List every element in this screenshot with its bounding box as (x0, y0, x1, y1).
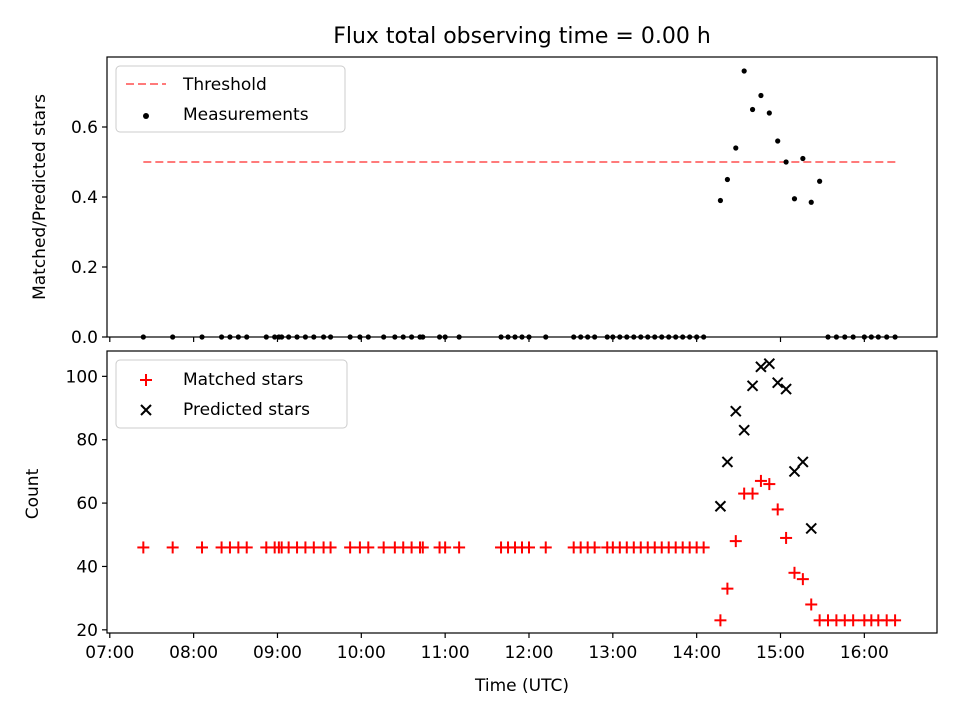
bottom-axes-frame (106, 350, 938, 634)
bottom-legend: Matched stars Predicted stars (115, 359, 348, 429)
predicted-star-point (763, 357, 776, 370)
measurement-point (800, 155, 806, 162)
bottom-x-ticks: 07:00 08:00 09:00 10:00 11:00 12:00 13:00 14:00… (85, 633, 889, 663)
predicted-star-point (805, 522, 817, 535)
matched-star-point (771, 503, 784, 516)
matched-star-point (416, 541, 429, 554)
top-legend-box (115, 65, 346, 133)
measurement-point (724, 176, 731, 183)
matched-star-point (588, 541, 601, 554)
legend-predicted-swatch (140, 404, 152, 416)
matched-star-point (539, 541, 552, 554)
matched-star-point (788, 566, 801, 579)
measurement-point (808, 199, 814, 205)
y-tick-label: 100 (66, 367, 98, 387)
measurement-point (717, 197, 724, 204)
y-tick-label: 20 (76, 621, 98, 641)
x-tick-label: 10:00 (337, 643, 386, 663)
top-y-axis-label: Matched/Predicted stars (30, 94, 50, 300)
x-tick-label: 16:00 (840, 643, 889, 663)
bottom-plot-area (137, 357, 902, 627)
y-tick-label: 0.2 (71, 258, 98, 278)
measurement-point (741, 68, 747, 74)
bottom-y-ticks: 20 40 60 80 100 (66, 367, 107, 641)
predicted-star-point (738, 424, 750, 436)
matched-star-point (324, 541, 337, 554)
legend-measurements-swatch (143, 113, 149, 119)
x-tick-label: 08:00 (169, 643, 218, 663)
matched-star-point (754, 474, 767, 487)
matched-star-point (166, 541, 179, 554)
y-tick-label: 60 (76, 494, 98, 514)
predicted-star-point (771, 376, 784, 389)
measurement-point (733, 145, 739, 151)
matched-star-point (729, 535, 742, 548)
matched-star-point (697, 541, 710, 554)
measurement-point (766, 110, 772, 116)
matched-star-point (439, 541, 452, 554)
figure-title: Flux total observing time = 0.00 h (333, 24, 711, 49)
predicted-star-point (714, 500, 727, 512)
matched-star-point (377, 541, 390, 554)
x-axis-label: Time (UTC) (474, 676, 569, 696)
predicted-star-point (788, 465, 801, 478)
predicted-star-point (797, 456, 809, 468)
predicted-star-point (730, 405, 742, 417)
x-tick-label: 07:00 (85, 643, 134, 663)
measurement-point (791, 196, 798, 202)
y-tick-label: 0.0 (71, 328, 98, 348)
matched-star-point (847, 614, 860, 627)
top-panel: 0.0 0.2 0.4 0.6 Matched/Predicted stars Thr… (30, 56, 938, 348)
measurement-point (758, 92, 764, 99)
legend-matched-swatch (140, 374, 152, 386)
top-x-ticks (109, 337, 865, 342)
x-tick-label: 12:00 (504, 643, 553, 663)
matched-star-point (714, 614, 727, 627)
legend-predicted-label: Predicted stars (183, 400, 310, 420)
matched-star-point (780, 531, 793, 544)
measurement-point (775, 138, 781, 144)
matched-star-point (522, 541, 535, 554)
legend-measurements-label: Measurements (183, 105, 309, 125)
matched-star-point (805, 598, 818, 611)
predicted-star-point (746, 380, 759, 392)
predicted-star-point (755, 361, 767, 373)
y-tick-label: 0.6 (71, 118, 98, 138)
y-tick-label: 40 (76, 557, 98, 577)
measurement-point (749, 106, 756, 113)
predicted-star-point (780, 383, 792, 395)
x-tick-label: 11:00 (421, 643, 470, 663)
matched-star-point (721, 582, 734, 595)
top-legend: Threshold Measurements (115, 65, 346, 133)
matched-star-point (746, 487, 759, 500)
matched-star-point (362, 541, 375, 554)
measurement-point (783, 159, 789, 165)
measurement-point (817, 178, 823, 184)
legend-threshold-label: Threshold (182, 75, 267, 95)
x-tick-label: 13:00 (588, 643, 637, 663)
matched-star-point (137, 541, 150, 554)
matched-star-point (763, 478, 776, 491)
x-tick-label: 15:00 (756, 643, 805, 663)
matched-star-point (453, 541, 466, 554)
matched-star-point (889, 614, 902, 627)
x-tick-label: 14:00 (672, 643, 721, 663)
bottom-panel: 20 40 60 80 100 07:00 08:00 09:00 10:00 11:00 12:… (23, 350, 938, 696)
y-tick-label: 0.4 (71, 188, 98, 208)
bottom-y-axis-label: Count (23, 468, 43, 519)
bottom-legend-box (115, 359, 348, 429)
matched-star-point (196, 541, 209, 554)
x-tick-label: 09:00 (253, 643, 302, 663)
matched-star-point (240, 541, 253, 554)
top-y-ticks: 0.0 0.2 0.4 0.6 (71, 118, 107, 348)
y-tick-label: 80 (76, 431, 98, 451)
matched-star-point (796, 573, 809, 586)
legend-matched-label: Matched stars (183, 370, 303, 390)
predicted-star-point (721, 456, 734, 468)
